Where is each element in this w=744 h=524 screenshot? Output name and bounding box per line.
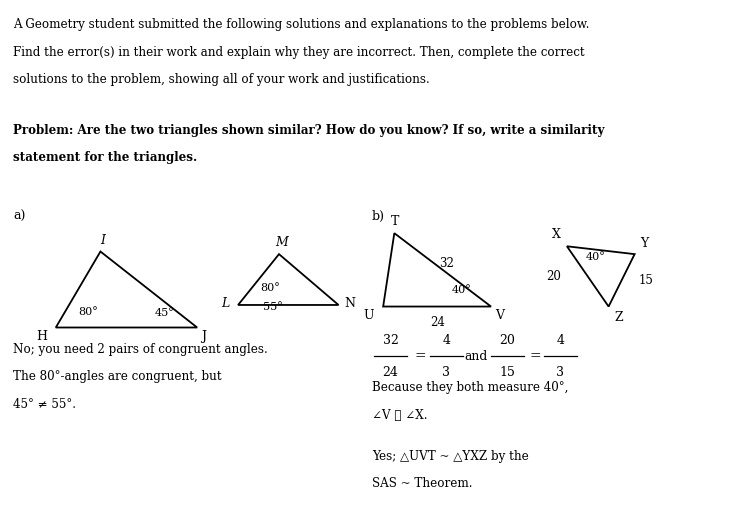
Text: X: X [552, 228, 561, 241]
Text: 24: 24 [430, 316, 445, 329]
Text: J: J [201, 330, 206, 343]
Text: 45°: 45° [155, 308, 175, 318]
Text: =: = [530, 350, 542, 363]
Text: SAS ~ Theorem.: SAS ~ Theorem. [372, 477, 472, 490]
Text: No; you need 2 pairs of congruent angles.: No; you need 2 pairs of congruent angles… [13, 343, 268, 356]
Text: b): b) [372, 210, 385, 223]
Text: Find the error(s) in their work and explain why they are incorrect. Then, comple: Find the error(s) in their work and expl… [13, 46, 585, 59]
Text: Problem: Are the two triangles shown similar? How do you know? If so, write a si: Problem: Are the two triangles shown sim… [13, 124, 605, 137]
Text: I: I [100, 234, 105, 247]
Text: ∠V ≅ ∠X.: ∠V ≅ ∠X. [372, 409, 428, 422]
Text: 24: 24 [382, 366, 399, 379]
Text: statement for the triangles.: statement for the triangles. [13, 151, 198, 164]
Text: 40°: 40° [586, 252, 606, 261]
Text: U: U [364, 309, 374, 322]
Text: The 80°-angles are congruent, but: The 80°-angles are congruent, but [13, 370, 222, 384]
Text: L: L [221, 297, 229, 310]
Text: 40°: 40° [452, 285, 471, 295]
Text: H: H [36, 330, 47, 343]
Text: 55°: 55° [263, 302, 283, 312]
Text: 80°: 80° [78, 307, 98, 317]
Text: 4: 4 [443, 334, 450, 347]
Text: Y: Y [641, 237, 649, 250]
Text: N: N [344, 297, 356, 310]
Text: 45° ≠ 55°.: 45° ≠ 55°. [13, 398, 77, 411]
Text: =: = [414, 350, 426, 363]
Text: 15: 15 [638, 274, 653, 287]
Text: Yes; △UVT ~ △YXZ by the: Yes; △UVT ~ △YXZ by the [372, 450, 529, 463]
Text: 20: 20 [499, 334, 516, 347]
Text: 15: 15 [499, 366, 516, 379]
Text: 32: 32 [439, 257, 454, 270]
Text: 20: 20 [546, 270, 561, 283]
Text: 80°: 80° [260, 283, 280, 293]
Text: A Geometry student submitted the following solutions and explanations to the pro: A Geometry student submitted the followi… [13, 18, 590, 31]
Text: a): a) [13, 210, 26, 223]
Text: 3: 3 [443, 366, 450, 379]
Text: solutions to the problem, showing all of your work and justifications.: solutions to the problem, showing all of… [13, 73, 430, 86]
Text: 4: 4 [557, 334, 564, 347]
Text: M: M [275, 236, 288, 249]
Text: Because they both measure 40°,: Because they both measure 40°, [372, 381, 568, 395]
Text: 32: 32 [382, 334, 399, 347]
Text: and: and [464, 350, 488, 363]
Text: 3: 3 [557, 366, 564, 379]
Text: Z: Z [615, 311, 623, 324]
Text: T: T [391, 215, 399, 228]
Text: V: V [495, 309, 504, 322]
